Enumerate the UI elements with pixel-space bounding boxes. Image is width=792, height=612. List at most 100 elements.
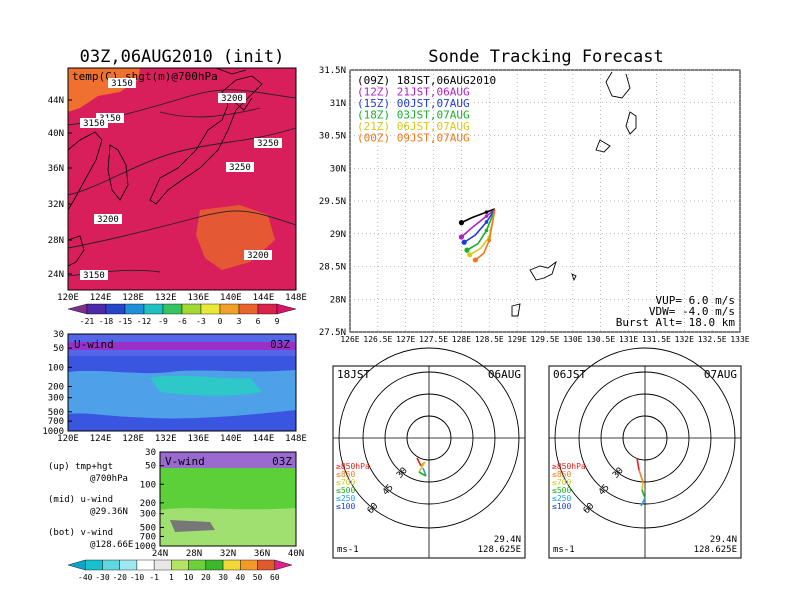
hodograph-unit: ms-1 xyxy=(553,545,575,555)
pressure-tick-label: 700 xyxy=(48,417,64,427)
sonde-param: VDW= -4.0 m/s xyxy=(649,305,735,318)
contour-label: 3250 xyxy=(229,163,251,173)
tracking-lon-label: 127E xyxy=(396,335,415,344)
note-line: @700hPa xyxy=(90,474,128,484)
hodograph-segment xyxy=(416,457,422,467)
hodograph-panel-1: 18JST 06AUG304560≥850hPa≤850≤700≤500≤250≤… xyxy=(332,347,526,559)
colorbar-label: -12 xyxy=(137,317,152,326)
hodograph-unit: ms-1 xyxy=(337,545,359,555)
tracking-lon-label: 131E xyxy=(619,335,638,344)
note-line: @29.36N xyxy=(90,507,128,517)
temp-colorbar: -21 -18 -15 -12 -9 -6 -3 0 3 6 9 xyxy=(67,303,297,326)
lon-tick-label: 120E xyxy=(57,293,79,303)
pressure-tick-label: 50 xyxy=(53,344,64,354)
hodograph-time: 18JST xyxy=(337,368,370,381)
colorbar-swatch xyxy=(257,303,278,315)
wind-colorbar-swatch xyxy=(67,559,86,571)
contour-label-bg xyxy=(94,214,122,224)
vwind-top xyxy=(160,452,296,468)
contour-label: 3150 xyxy=(99,114,121,124)
pressure-level-label: ≥850hPa xyxy=(336,462,370,471)
track-mid-point xyxy=(484,214,489,218)
tracking-lon-label: 129.5E xyxy=(531,335,560,344)
tracking-lon-label: 127.5E xyxy=(419,335,448,344)
island-small xyxy=(571,273,577,282)
pressure-level-label: ≤100 xyxy=(552,502,571,511)
note-line: (up) tmp+hgt xyxy=(48,462,113,472)
colorbar-swatch xyxy=(219,303,240,315)
uwind-lon-label: 136E xyxy=(187,434,209,444)
wind-colorbar-label: -1 xyxy=(149,573,159,582)
tracking-lon-label: 132E xyxy=(675,335,694,344)
track-landing-point xyxy=(458,234,465,240)
islands xyxy=(511,71,637,317)
wind-colorbar-swatch xyxy=(240,559,258,571)
vwind-lat-label: 32N xyxy=(220,549,236,559)
colorbar-label: -15 xyxy=(118,317,133,326)
pressure-tick-label: 300 xyxy=(48,394,64,404)
tracking-lon-label: 133E xyxy=(730,335,749,344)
hodograph-lon: 128.625E xyxy=(478,545,521,555)
wind-colorbar-label: 20 xyxy=(201,573,211,582)
pressure-level-label: ≤500 xyxy=(552,486,571,495)
track-line xyxy=(466,209,496,251)
wind-colorbar-label: 60 xyxy=(270,573,280,582)
pressure-level-label: ≤250 xyxy=(552,494,571,503)
left-map-label: temp(C) shgt(m)@700hPa xyxy=(72,70,218,83)
legend-entry: (09Z) 18JST,06AUG2010 xyxy=(357,74,496,87)
tracking-lon-label: 129E xyxy=(508,335,527,344)
wind-colorbar: -40 -30 -20 -10 -1 1 10 20 30 40 50 60 xyxy=(67,559,293,582)
pressure-level-label: ≤250 xyxy=(336,494,355,503)
track-landing-point xyxy=(461,239,467,245)
pressure-tick-label: 1000 xyxy=(134,542,156,552)
sonde-tracks xyxy=(458,208,496,263)
vwind-frame xyxy=(159,451,297,547)
track-mid-point xyxy=(487,238,492,243)
note-line: (mid) u-wind xyxy=(48,495,113,505)
lat-tick-label: 36N xyxy=(48,164,64,174)
wind-colorbar-swatch xyxy=(153,559,172,571)
panel-notes: (up) tmp+hgt @700hPa (mid) u-wind @29.36N (b… xyxy=(48,462,133,550)
colorbar-swatch xyxy=(105,303,126,315)
wind-colorbar-label: 1 xyxy=(169,573,174,582)
uwind-lon-ticks: 120E 124E 128E 132E 136E 140E 144E 148E xyxy=(57,434,307,444)
colorbar-swatch xyxy=(200,303,221,315)
hodograph-segment xyxy=(636,457,640,471)
pressure-level-label: ≤700 xyxy=(552,478,571,487)
wind-colorbar-label: -40 xyxy=(78,573,93,582)
contour-label-bg xyxy=(226,162,254,172)
vwind-lat-label: 28N xyxy=(186,549,202,559)
wind-colorbar-label: 40 xyxy=(235,573,245,582)
colorbar-label: -21 xyxy=(80,317,95,326)
uwind-lon-label: 128E xyxy=(122,434,144,444)
wind-colorbar-swatch xyxy=(171,559,189,571)
sonde-param: Burst Alt= 18.0 km xyxy=(616,316,736,329)
tracking-lat-label: 31.5N xyxy=(319,66,346,76)
wind-colorbar-label: 10 xyxy=(184,573,194,582)
uwind-strong-band xyxy=(68,342,296,350)
lat-tick-label: 24N xyxy=(48,270,64,280)
pressure-tick-label: 100 xyxy=(48,363,64,373)
track-mid-point xyxy=(484,220,489,224)
vwind-lat-label: 40N xyxy=(288,549,304,559)
hodograph-date: 06AUG xyxy=(488,368,521,381)
vwind-lat-ticks: 24N 28N 32N 36N 40N xyxy=(152,549,304,559)
uwind-lon-label: 144E xyxy=(253,434,275,444)
left-map-title: 03Z,06AUG2010 (init) xyxy=(80,47,285,67)
uwind-lon-label: 132E xyxy=(155,434,177,444)
uwind-lon-label: 124E xyxy=(90,434,112,444)
track-line xyxy=(461,208,496,224)
note-line: (bot) v-wind xyxy=(48,528,113,538)
track-landing-point xyxy=(472,257,478,263)
note-line: @128.66E xyxy=(90,540,133,550)
tracking-lat-label: 27.5N xyxy=(319,328,346,338)
tracking-legend: (09Z) 18JST,06AUG2010(12Z) 21JST,06AUG(1… xyxy=(357,74,496,145)
lon-tick-label: 144E xyxy=(253,293,275,303)
wind-colorbar-label: -10 xyxy=(130,573,145,582)
contour-label-bg xyxy=(254,138,282,148)
track-landing-point xyxy=(464,247,470,253)
wind-colorbar-swatch xyxy=(257,559,275,571)
wind-colorbar-swatch xyxy=(102,559,120,571)
lon-tick-label: 140E xyxy=(220,293,242,303)
